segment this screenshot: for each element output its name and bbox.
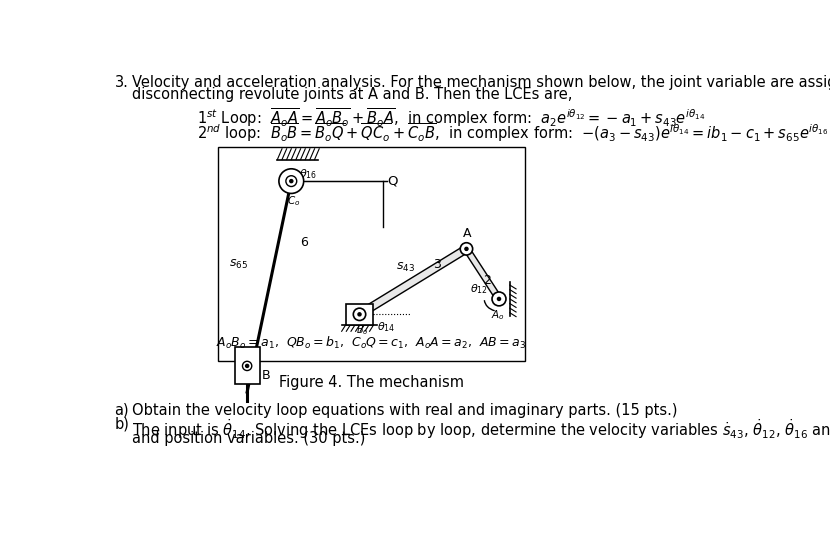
Circle shape [461,243,472,255]
Circle shape [242,362,251,371]
Circle shape [246,364,249,367]
Text: The input is $\dot{\theta}_{14}$. Solving the LCEs loop by loop, determine the v: The input is $\dot{\theta}_{14}$. Solvin… [132,417,830,441]
Circle shape [290,179,293,183]
Text: 6: 6 [300,236,309,249]
Text: 3.: 3. [115,75,129,90]
Text: $1^{st}$ Loop:  $\overline{A_oA} = \overline{A_oB_o} + \overline{B_oA}$,  in com: $1^{st}$ Loop: $\overline{A_oA} = \overl… [197,106,706,129]
Circle shape [492,292,506,306]
Text: B: B [261,369,271,382]
Text: $C_o$: $C_o$ [286,194,300,208]
Circle shape [497,297,500,301]
Text: $s_{65}$: $s_{65}$ [228,258,247,271]
Text: Obtain the velocity loop equations with real and imaginary parts. (15 pts.): Obtain the velocity loop equations with … [132,403,677,418]
Polygon shape [464,247,501,301]
Text: $\theta_{14}$: $\theta_{14}$ [377,320,395,334]
Text: $\theta_{16}$: $\theta_{16}$ [299,167,317,181]
Circle shape [358,313,361,316]
Text: 2: 2 [483,273,491,287]
Polygon shape [358,246,468,318]
Text: A: A [462,226,471,240]
Text: Velocity and acceleration analysis. For the mechanism shown below, the joint var: Velocity and acceleration analysis. For … [132,75,830,90]
Bar [235,348,260,384]
Bar [218,147,525,362]
Text: $\theta_{12}$: $\theta_{12}$ [470,282,487,296]
Text: $A_o$: $A_o$ [491,308,505,322]
Circle shape [354,308,366,320]
Circle shape [286,176,297,186]
Text: $B_o$: $B_o$ [355,324,369,337]
Text: 3: 3 [433,258,441,271]
Text: disconnecting revolute joints at A and B. Then the LCEs are,: disconnecting revolute joints at A and B… [132,87,572,102]
Text: $2^{nd}$ loop:  $\overline{B_oB} = \overline{B_oQ} + \overline{QC_o} + \overline: $2^{nd}$ loop: $\overline{B_oB} = \overl… [197,121,828,144]
Circle shape [465,247,468,250]
Text: b): b) [115,417,129,432]
Text: Q: Q [388,175,398,188]
Circle shape [279,169,304,193]
Text: 5: 5 [242,368,251,381]
Text: $A_oB_o = a_1$,  $QB_o = b_1$,  $C_oQ = c_1$,  $A_oA = a_2$,  $AB = a_3$: $A_oB_o = a_1$, $QB_o = b_1$, $C_oQ = c_… [217,334,527,350]
Text: a): a) [115,403,129,418]
Text: Figure 4. The mechanism: Figure 4. The mechanism [279,375,464,390]
Bar [345,303,374,325]
Text: $s_{43}$: $s_{43}$ [396,261,415,274]
Text: and position variables. (30 pts.): and position variables. (30 pts.) [132,430,365,445]
Text: 4: 4 [367,307,374,320]
